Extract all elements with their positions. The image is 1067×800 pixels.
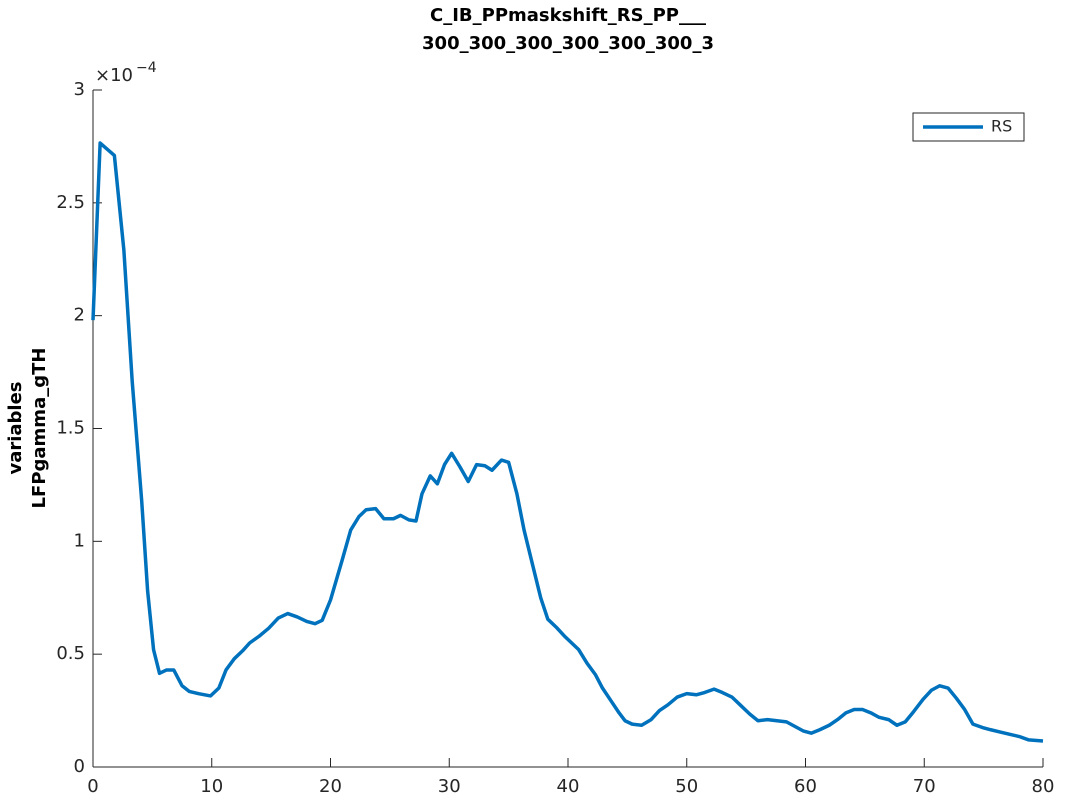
y-exponent: −4 — [136, 60, 157, 76]
x-tick-label: 40 — [557, 776, 580, 797]
chart-title: 300_300_300_300_300_300_3 — [422, 33, 714, 54]
x-tick-label: 20 — [319, 776, 342, 797]
x-tick-label: 80 — [1032, 776, 1055, 797]
y-multiplier: ×10 — [95, 65, 133, 86]
chart-title: C_IB_PPmaskshift_RS_PP___ — [430, 5, 706, 26]
x-tick-label: 50 — [675, 776, 698, 797]
y-tick-label: 0 — [74, 756, 85, 777]
x-tick-label: 30 — [438, 776, 461, 797]
y-tick-label: 1.5 — [56, 418, 85, 439]
y-axis-label: variables LFPgamma_gTH — [5, 348, 50, 509]
x-tick-label: 60 — [794, 776, 817, 797]
y-tick-label: 0.5 — [56, 643, 85, 664]
x-tick-label: 10 — [200, 776, 223, 797]
x-tick-label: 0 — [87, 776, 98, 797]
y-tick-label: 3 — [74, 79, 85, 100]
y-tick-label: 1 — [74, 530, 85, 551]
y-tick-label: 2.5 — [56, 192, 85, 213]
y-label-line: LFPgamma_gTH — [29, 348, 50, 509]
y-label-line: variables — [5, 381, 26, 474]
y-tick-label: 2 — [74, 305, 85, 326]
data-line — [91, 141, 1044, 743]
legend-label: RS — [991, 117, 1012, 136]
x-tick-label: 70 — [913, 776, 936, 797]
